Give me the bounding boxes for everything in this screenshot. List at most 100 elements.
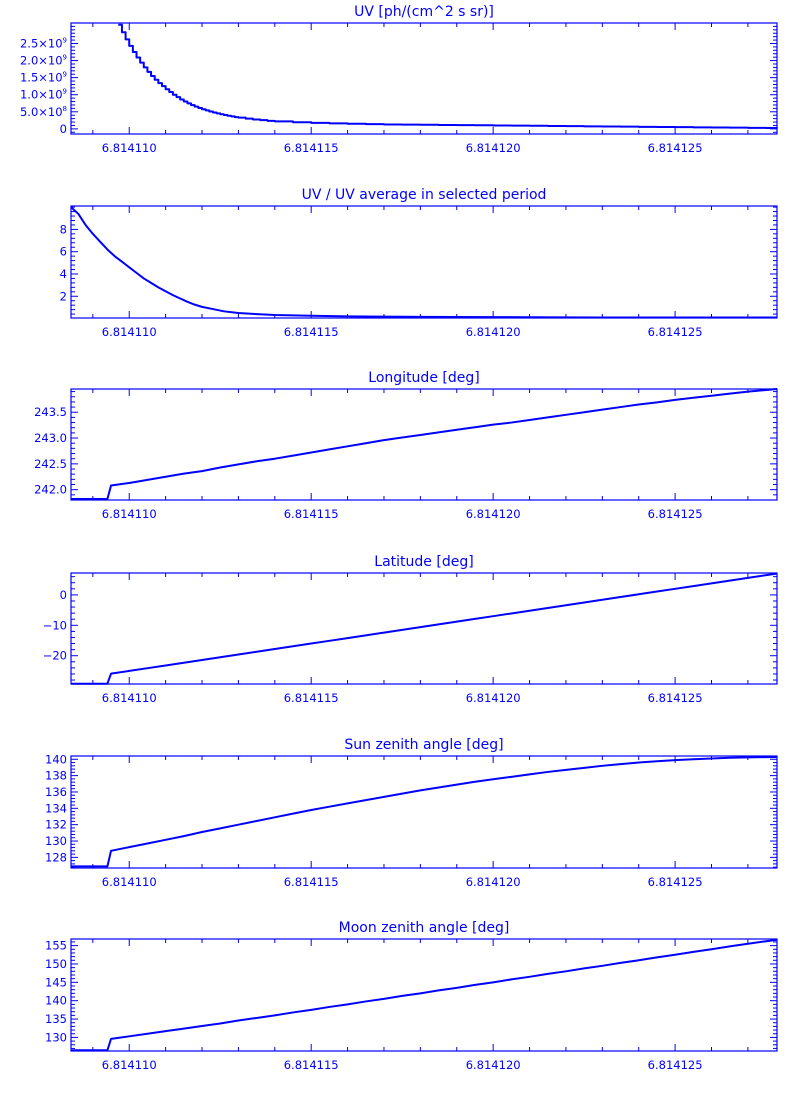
series-line-0 [71, 572, 778, 685]
y-tick-label: 130 [45, 834, 67, 848]
y-tick-mantissa: 140 [45, 994, 67, 1008]
y-tick-label: 145 [45, 975, 67, 989]
x-tick-label: 6.814120 [466, 141, 521, 155]
panel-uv_ratio: UV / UV average in selected period 6.8141… [60, 187, 778, 339]
y-tick-label: 1.5×109 [20, 71, 67, 85]
y-tick-label: 242.0 [34, 483, 67, 497]
y-tick-mantissa: 242.0 [34, 483, 67, 497]
y-tick-label: 128 [45, 850, 67, 864]
series-line-0 [118, 23, 778, 130]
y-tick-mantissa: 2.0×10 [20, 54, 63, 68]
y-tick-label: 4 [60, 267, 67, 281]
y-tick-mantissa: 1.5×10 [20, 71, 63, 85]
y-tick-label: 140 [45, 994, 67, 1008]
plot-frame [70, 22, 778, 135]
panel-title: Latitude [deg] [374, 554, 473, 570]
y-tick-label: 2.5×109 [20, 36, 67, 50]
x-tick-label: 6.814125 [648, 141, 703, 155]
y-tick-label: 136 [45, 785, 67, 799]
y-tick-label: 8 [60, 222, 67, 236]
y-tick-mantissa: 8 [60, 222, 67, 236]
panel-title: Longitude [deg] [368, 370, 479, 386]
y-tick-label: −10 [43, 618, 67, 632]
y-tick-label: 150 [45, 957, 67, 971]
x-tick-label: 6.814115 [284, 1058, 339, 1072]
x-tick-label: 6.814120 [466, 507, 521, 521]
x-tick-label: 6.814110 [102, 691, 157, 705]
panel-longitude: Longitude [deg] 6.814110 6.814115 6.814120 6… [34, 370, 778, 521]
y-tick-mantissa: 140 [45, 752, 67, 766]
plot-frame [70, 572, 778, 685]
y-tick-mantissa: 0 [60, 122, 67, 136]
y-tick-exponent: 9 [63, 54, 67, 62]
y-tick-label: 5.0×108 [20, 105, 67, 119]
x-tick-label: 6.814120 [466, 875, 521, 889]
panel-moon_zenith: Moon zenith angle [deg] 6.814110 6.814115 6… [45, 920, 778, 1072]
series-line-0 [71, 938, 778, 1052]
panel-sun_zenith: Sun zenith angle [deg] 6.814110 6.814115 6.… [45, 737, 778, 889]
series-line-0 [71, 388, 778, 500]
y-tick-mantissa: 242.5 [34, 457, 67, 471]
y-tick-exponent: 8 [63, 105, 67, 113]
y-tick-label: 138 [45, 769, 67, 783]
y-tick-mantissa: −10 [43, 618, 67, 632]
y-tick-label: 2.0×109 [20, 54, 67, 68]
x-tick-label: 6.814115 [284, 875, 339, 889]
x-tick-label: 6.814115 [284, 691, 339, 705]
x-tick-label: 6.814125 [648, 507, 703, 521]
y-tick-mantissa: 135 [45, 1012, 67, 1026]
y-tick-mantissa: 0 [60, 588, 67, 602]
plot-frame [70, 755, 778, 869]
x-tick-label: 6.814110 [102, 875, 157, 889]
x-tick-label: 6.814125 [648, 325, 703, 339]
y-tick-mantissa: 4 [60, 267, 67, 281]
y-tick-mantissa: 134 [45, 801, 67, 815]
x-tick-label: 6.814110 [102, 141, 157, 155]
y-tick-label: 243.5 [34, 405, 67, 419]
y-tick-label: 132 [45, 818, 67, 832]
y-tick-mantissa: 130 [45, 834, 67, 848]
x-tick-label: 6.814110 [102, 325, 157, 339]
y-tick-mantissa: 5.0×10 [20, 105, 63, 119]
panel-latitude: Latitude [deg] 6.814110 6.814115 6.814120 6.… [43, 554, 778, 705]
y-tick-label: 135 [45, 1012, 67, 1026]
x-tick-label: 6.814115 [284, 141, 339, 155]
panel-title: Moon zenith angle [deg] [339, 920, 510, 936]
x-tick-label: 6.814125 [648, 875, 703, 889]
y-tick-mantissa: 145 [45, 975, 67, 989]
series-line-0 [70, 206, 777, 319]
x-tick-label: 6.814110 [102, 507, 157, 521]
y-tick-mantissa: 6 [60, 245, 67, 259]
x-tick-label: 6.814120 [466, 691, 521, 705]
y-tick-mantissa: 2 [60, 289, 67, 303]
y-tick-label: 0 [60, 122, 67, 136]
panel-uv: UV [ph/(cm^2 s sr)] 6.814110 6.814115 6.814… [20, 4, 778, 155]
y-tick-exponent: 9 [63, 71, 67, 79]
y-tick-mantissa: 150 [45, 957, 67, 971]
x-tick-label: 6.814120 [466, 325, 521, 339]
y-tick-mantissa: 2.5×10 [20, 36, 63, 50]
panel-title: UV [ph/(cm^2 s sr)] [354, 4, 494, 20]
y-tick-label: 1.0×109 [20, 88, 67, 102]
plot-frame [70, 205, 778, 319]
y-tick-label: 0 [60, 588, 67, 602]
series-line-0 [71, 756, 778, 868]
y-tick-label: 140 [45, 752, 67, 766]
x-tick-label: 6.814125 [648, 691, 703, 705]
panel-title: Sun zenith angle [deg] [344, 737, 503, 753]
y-tick-label: 243.0 [34, 431, 67, 445]
y-tick-mantissa: 130 [45, 1030, 67, 1044]
y-tick-mantissa: 138 [45, 769, 67, 783]
y-tick-mantissa: 243.5 [34, 405, 67, 419]
y-tick-label: 242.5 [34, 457, 67, 471]
y-tick-label: 6 [60, 245, 67, 259]
x-tick-label: 6.814115 [284, 325, 339, 339]
y-tick-label: 134 [45, 801, 67, 815]
x-tick-label: 6.814115 [284, 507, 339, 521]
x-tick-label: 6.814125 [648, 1058, 703, 1072]
y-tick-mantissa: 155 [45, 939, 67, 953]
x-tick-label: 6.814110 [102, 1058, 157, 1072]
y-tick-mantissa: −20 [43, 649, 67, 663]
y-tick-mantissa: 132 [45, 818, 67, 832]
